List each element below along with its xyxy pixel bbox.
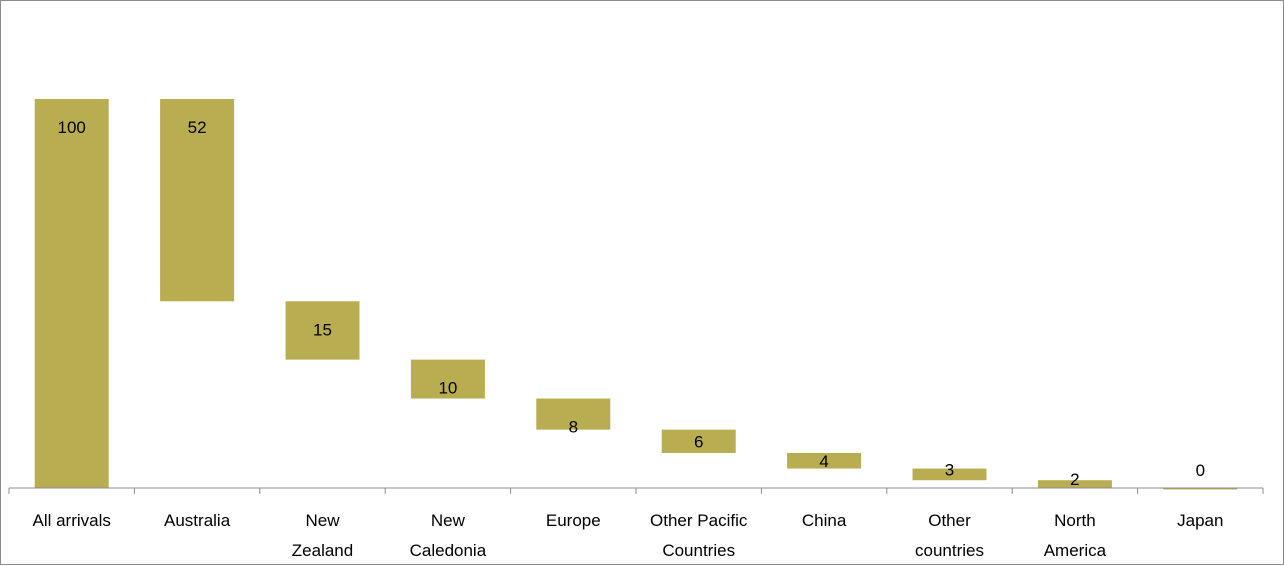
data-label-5: 6: [694, 432, 703, 451]
data-label-9: 0: [1196, 461, 1205, 480]
category-label-6: China: [802, 511, 847, 530]
x-axis: [8, 487, 1264, 494]
bar-5: [661, 429, 736, 453]
category-label-2: New Zealand: [292, 511, 353, 560]
category-label-3: New Caledonia: [410, 511, 487, 560]
bar-3: [410, 359, 485, 399]
category-label-9: Japan: [1177, 511, 1223, 530]
bar-8: [1037, 480, 1112, 488]
data-label-3: 10: [438, 379, 457, 398]
bar-4: [536, 398, 611, 430]
bar-7: [912, 468, 987, 481]
bar-0: [34, 99, 109, 488]
category-label-0: All arrivals: [32, 511, 110, 530]
bar-9: [1163, 488, 1238, 490]
bar-1: [160, 99, 235, 302]
data-labels-group: 100 52 15 10 8 6 4 3 2 0: [58, 118, 1206, 489]
data-label-1: 52: [188, 118, 207, 137]
category-label-5: Other Pacific Countries: [650, 511, 748, 560]
data-label-4: 8: [569, 418, 578, 437]
category-labels-group: All arrivals Australia New Zealand New Caledo…: [32, 511, 1223, 560]
data-label-8: 2: [1070, 470, 1079, 489]
data-label-0: 100: [58, 118, 86, 137]
category-label-7: Other countries: [915, 511, 984, 560]
category-label-1: Australia: [164, 511, 231, 530]
data-label-6: 4: [819, 452, 828, 471]
category-label-8: North America: [1044, 511, 1107, 560]
data-label-7: 3: [945, 460, 954, 479]
data-label-2: 15: [313, 320, 332, 339]
category-label-4: Europe: [546, 511, 601, 530]
bars-group: [34, 99, 1238, 490]
bar-2: [285, 301, 360, 360]
bar-6: [787, 452, 862, 469]
